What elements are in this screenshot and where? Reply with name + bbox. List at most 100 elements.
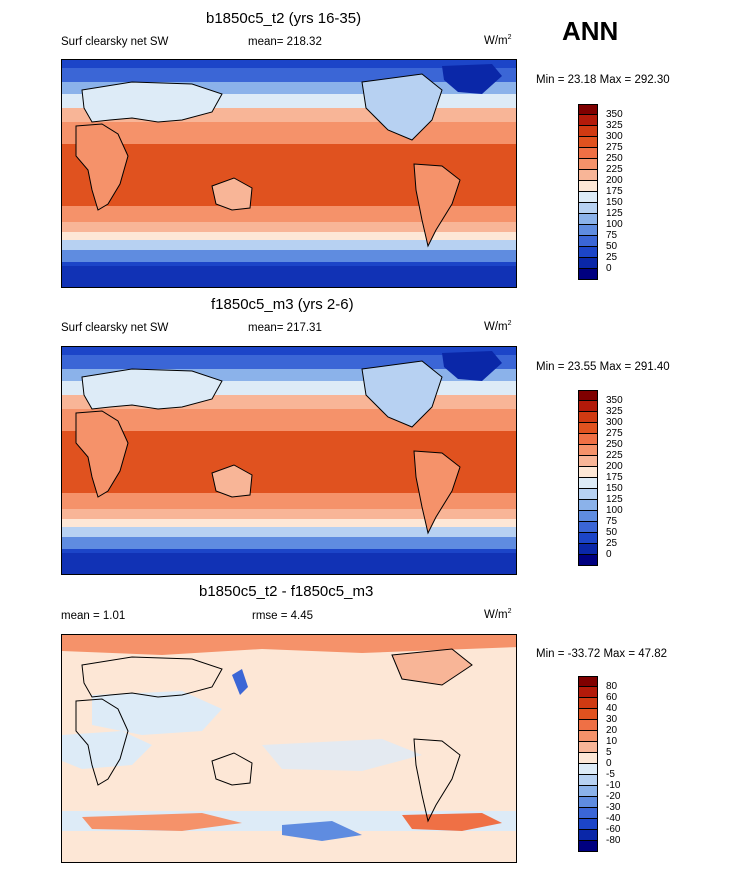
colorbar-swatch (578, 170, 598, 181)
colorbar-swatch (578, 401, 598, 412)
colorbar-swatch (578, 698, 598, 709)
colorbar-swatch (578, 456, 598, 467)
colorbar-swatch (578, 159, 598, 170)
colorbar-tick-label: 100 (606, 505, 623, 516)
panel2-units: W/m2 (484, 320, 512, 333)
colorbar-swatch (578, 676, 598, 687)
colorbar-swatch (578, 742, 598, 753)
colorbar-swatch (578, 522, 598, 533)
colorbar-swatch (578, 104, 598, 115)
colorbar-swatch (578, 830, 598, 841)
colorbar-tick-label: 25 (606, 252, 618, 263)
panel2-variable-label: Surf clearsky net SW (61, 322, 169, 334)
colorbar-swatch (578, 203, 598, 214)
season-label: ANN (562, 16, 619, 46)
panel3-rmse-label: rmse = 4.45 (252, 610, 314, 622)
colorbar-tick-label: 300 (606, 131, 623, 142)
colorbar-tick-label: -60 (606, 824, 621, 835)
colorbar-tick-label: 125 (606, 208, 623, 219)
colorbar-swatch (578, 137, 598, 148)
colorbar-tick-label: 20 (606, 725, 618, 736)
colorbar-swatch (578, 258, 598, 269)
panel3-mean-label: mean = 1.01 (61, 610, 126, 622)
panel2-map (61, 346, 517, 575)
colorbar-tick-label: 325 (606, 120, 623, 131)
colorbar-swatch (578, 126, 598, 137)
panel1-title: b1850c5_t2 (yrs 16-35) (206, 10, 362, 27)
colorbar-tick-label: -10 (606, 780, 621, 791)
colorbar-swatch (578, 797, 598, 808)
colorbar-tick-label: 150 (606, 197, 623, 208)
colorbar-swatch (578, 412, 598, 423)
colorbar-swatch (578, 808, 598, 819)
colorbar-swatch (578, 775, 598, 786)
colorbar-tick-label: -40 (606, 813, 621, 824)
panel2-map-svg (62, 347, 516, 574)
colorbar-swatch (578, 148, 598, 159)
panel1-mean-label: mean= 218.32 (248, 36, 322, 48)
colorbar-tick-label: 300 (606, 417, 623, 428)
colorbar-tick-label: -30 (606, 802, 621, 813)
colorbar-swatch (578, 764, 598, 775)
colorbar-tick-label: -80 (606, 835, 621, 846)
panel2-title: f1850c5_m3 (yrs 2-6) (211, 296, 354, 313)
colorbar-tick-label: 50 (606, 527, 618, 538)
colorbar-swatch (578, 720, 598, 731)
colorbar-tick-label: 350 (606, 395, 623, 406)
colorbar-swatch (578, 533, 598, 544)
colorbar-swatch (578, 489, 598, 500)
colorbar-tick-label: 250 (606, 153, 623, 164)
colorbar-swatch (578, 247, 598, 258)
panel1-units: W/m2 (484, 34, 512, 47)
colorbar-tick-label: 25 (606, 538, 618, 549)
colorbar-tick-label: -20 (606, 791, 621, 802)
colorbar-tick-label: 75 (606, 516, 618, 527)
colorbar-swatch (578, 445, 598, 456)
colorbar-swatch (578, 181, 598, 192)
colorbar-swatch (578, 511, 598, 522)
colorbar-swatch (578, 841, 598, 852)
colorbar-tick-label: 325 (606, 406, 623, 417)
colorbar-tick-label: 275 (606, 142, 623, 153)
colorbar-tick-label: 50 (606, 241, 618, 252)
panel3-units: W/m2 (484, 608, 512, 621)
panel2-minmax: Min = 23.55 Max = 291.40 (536, 361, 670, 373)
colorbar-swatch (578, 192, 598, 203)
colorbar-swatch (578, 753, 598, 764)
colorbar-swatch (578, 214, 598, 225)
colorbar-tick-label: 0 (606, 263, 612, 274)
colorbar-tick-label: 250 (606, 439, 623, 450)
colorbar-swatch (578, 555, 598, 566)
colorbar-swatch (578, 115, 598, 126)
colorbar-tick-label: 80 (606, 681, 618, 692)
colorbar-tick-label: 150 (606, 483, 623, 494)
colorbar-tick-label: 40 (606, 703, 618, 714)
colorbar-swatch (578, 709, 598, 720)
colorbar-swatch (578, 225, 598, 236)
panel3-title: b1850c5_t2 - f1850c5_m3 (199, 583, 374, 600)
colorbar-swatch (578, 434, 598, 445)
colorbar-tick-label: 5 (606, 747, 612, 758)
colorbar-swatch (578, 544, 598, 555)
panel1-minmax: Min = 23.18 Max = 292.30 (536, 74, 670, 86)
panel3-map-svg (62, 635, 516, 862)
colorbar-swatch (578, 500, 598, 511)
colorbar-swatch (578, 478, 598, 489)
panel1-map (61, 59, 517, 288)
colorbar-swatch (578, 390, 598, 401)
colorbar-tick-label: 200 (606, 461, 623, 472)
colorbar-tick-label: 0 (606, 549, 612, 560)
colorbar-tick-label: 100 (606, 219, 623, 230)
colorbar-tick-label: 175 (606, 186, 623, 197)
colorbar-tick-label: 275 (606, 428, 623, 439)
colorbar-swatch (578, 819, 598, 830)
panel3-map (61, 634, 517, 863)
colorbar-tick-label: -5 (606, 769, 615, 780)
colorbar-tick-label: 60 (606, 692, 618, 703)
panel1-map-svg (62, 60, 516, 287)
colorbar-swatch (578, 786, 598, 797)
colorbar-swatch (578, 236, 598, 247)
colorbar-tick-label: 30 (606, 714, 618, 725)
colorbar-tick-label: 350 (606, 109, 623, 120)
panel1-variable-label: Surf clearsky net SW (61, 36, 169, 48)
